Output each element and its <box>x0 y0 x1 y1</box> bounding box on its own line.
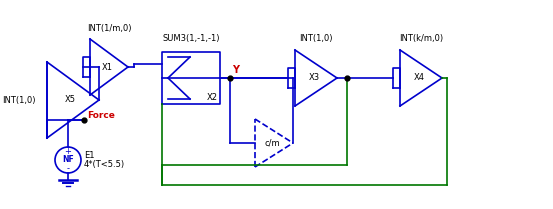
Text: SUM3(1,-1,-1): SUM3(1,-1,-1) <box>162 33 220 42</box>
Text: c/m: c/m <box>264 139 280 148</box>
Text: INT(1/m,0): INT(1/m,0) <box>87 23 131 33</box>
Text: INT(1,0): INT(1,0) <box>299 33 333 42</box>
Text: 4*(T<5.5): 4*(T<5.5) <box>84 159 125 168</box>
Text: X4: X4 <box>414 74 424 83</box>
Text: X1: X1 <box>102 62 113 71</box>
Text: E1: E1 <box>84 150 95 159</box>
Text: +: + <box>65 147 71 155</box>
Text: Force: Force <box>87 111 115 120</box>
Text: Y: Y <box>232 65 239 75</box>
Text: -: - <box>66 164 70 173</box>
Text: INT(k/m,0): INT(k/m,0) <box>399 33 443 42</box>
Text: X5: X5 <box>65 96 76 104</box>
Text: X2: X2 <box>206 93 217 102</box>
Text: X3: X3 <box>309 74 320 83</box>
Text: NF: NF <box>62 155 74 164</box>
Text: INT(1,0): INT(1,0) <box>2 96 36 104</box>
